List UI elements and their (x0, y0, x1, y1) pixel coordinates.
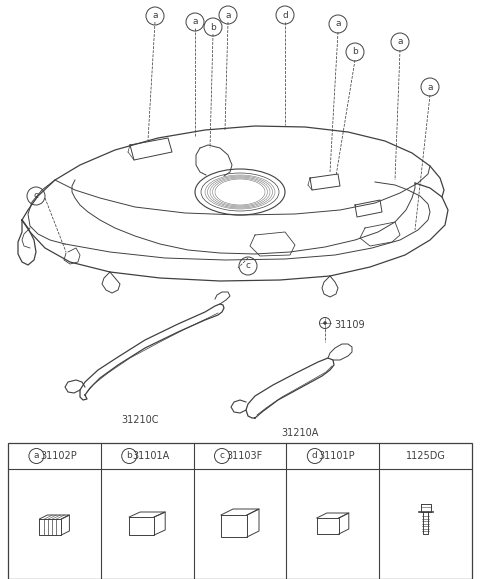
Text: 31101P: 31101P (319, 451, 355, 461)
Text: d: d (312, 452, 318, 460)
Text: c: c (34, 192, 38, 200)
Text: c: c (219, 452, 225, 460)
Text: a: a (397, 38, 403, 46)
Text: 31109: 31109 (334, 320, 365, 330)
Text: 31210A: 31210A (281, 428, 319, 438)
Circle shape (324, 321, 326, 324)
Text: 31103F: 31103F (226, 451, 262, 461)
Text: 31210C: 31210C (121, 415, 159, 425)
Text: 31102P: 31102P (40, 451, 77, 461)
Text: a: a (192, 17, 198, 27)
Text: b: b (210, 23, 216, 31)
Text: 31101A: 31101A (132, 451, 170, 461)
Text: a: a (225, 10, 231, 20)
Bar (8, 443, 472, 579)
Text: a: a (34, 452, 39, 460)
Text: a: a (152, 12, 158, 20)
Text: a: a (427, 82, 433, 91)
Text: b: b (126, 452, 132, 460)
Text: d: d (282, 10, 288, 20)
Text: c: c (245, 262, 251, 270)
Text: b: b (352, 47, 358, 57)
Text: a: a (335, 20, 341, 28)
Text: 1125DG: 1125DG (406, 451, 445, 461)
